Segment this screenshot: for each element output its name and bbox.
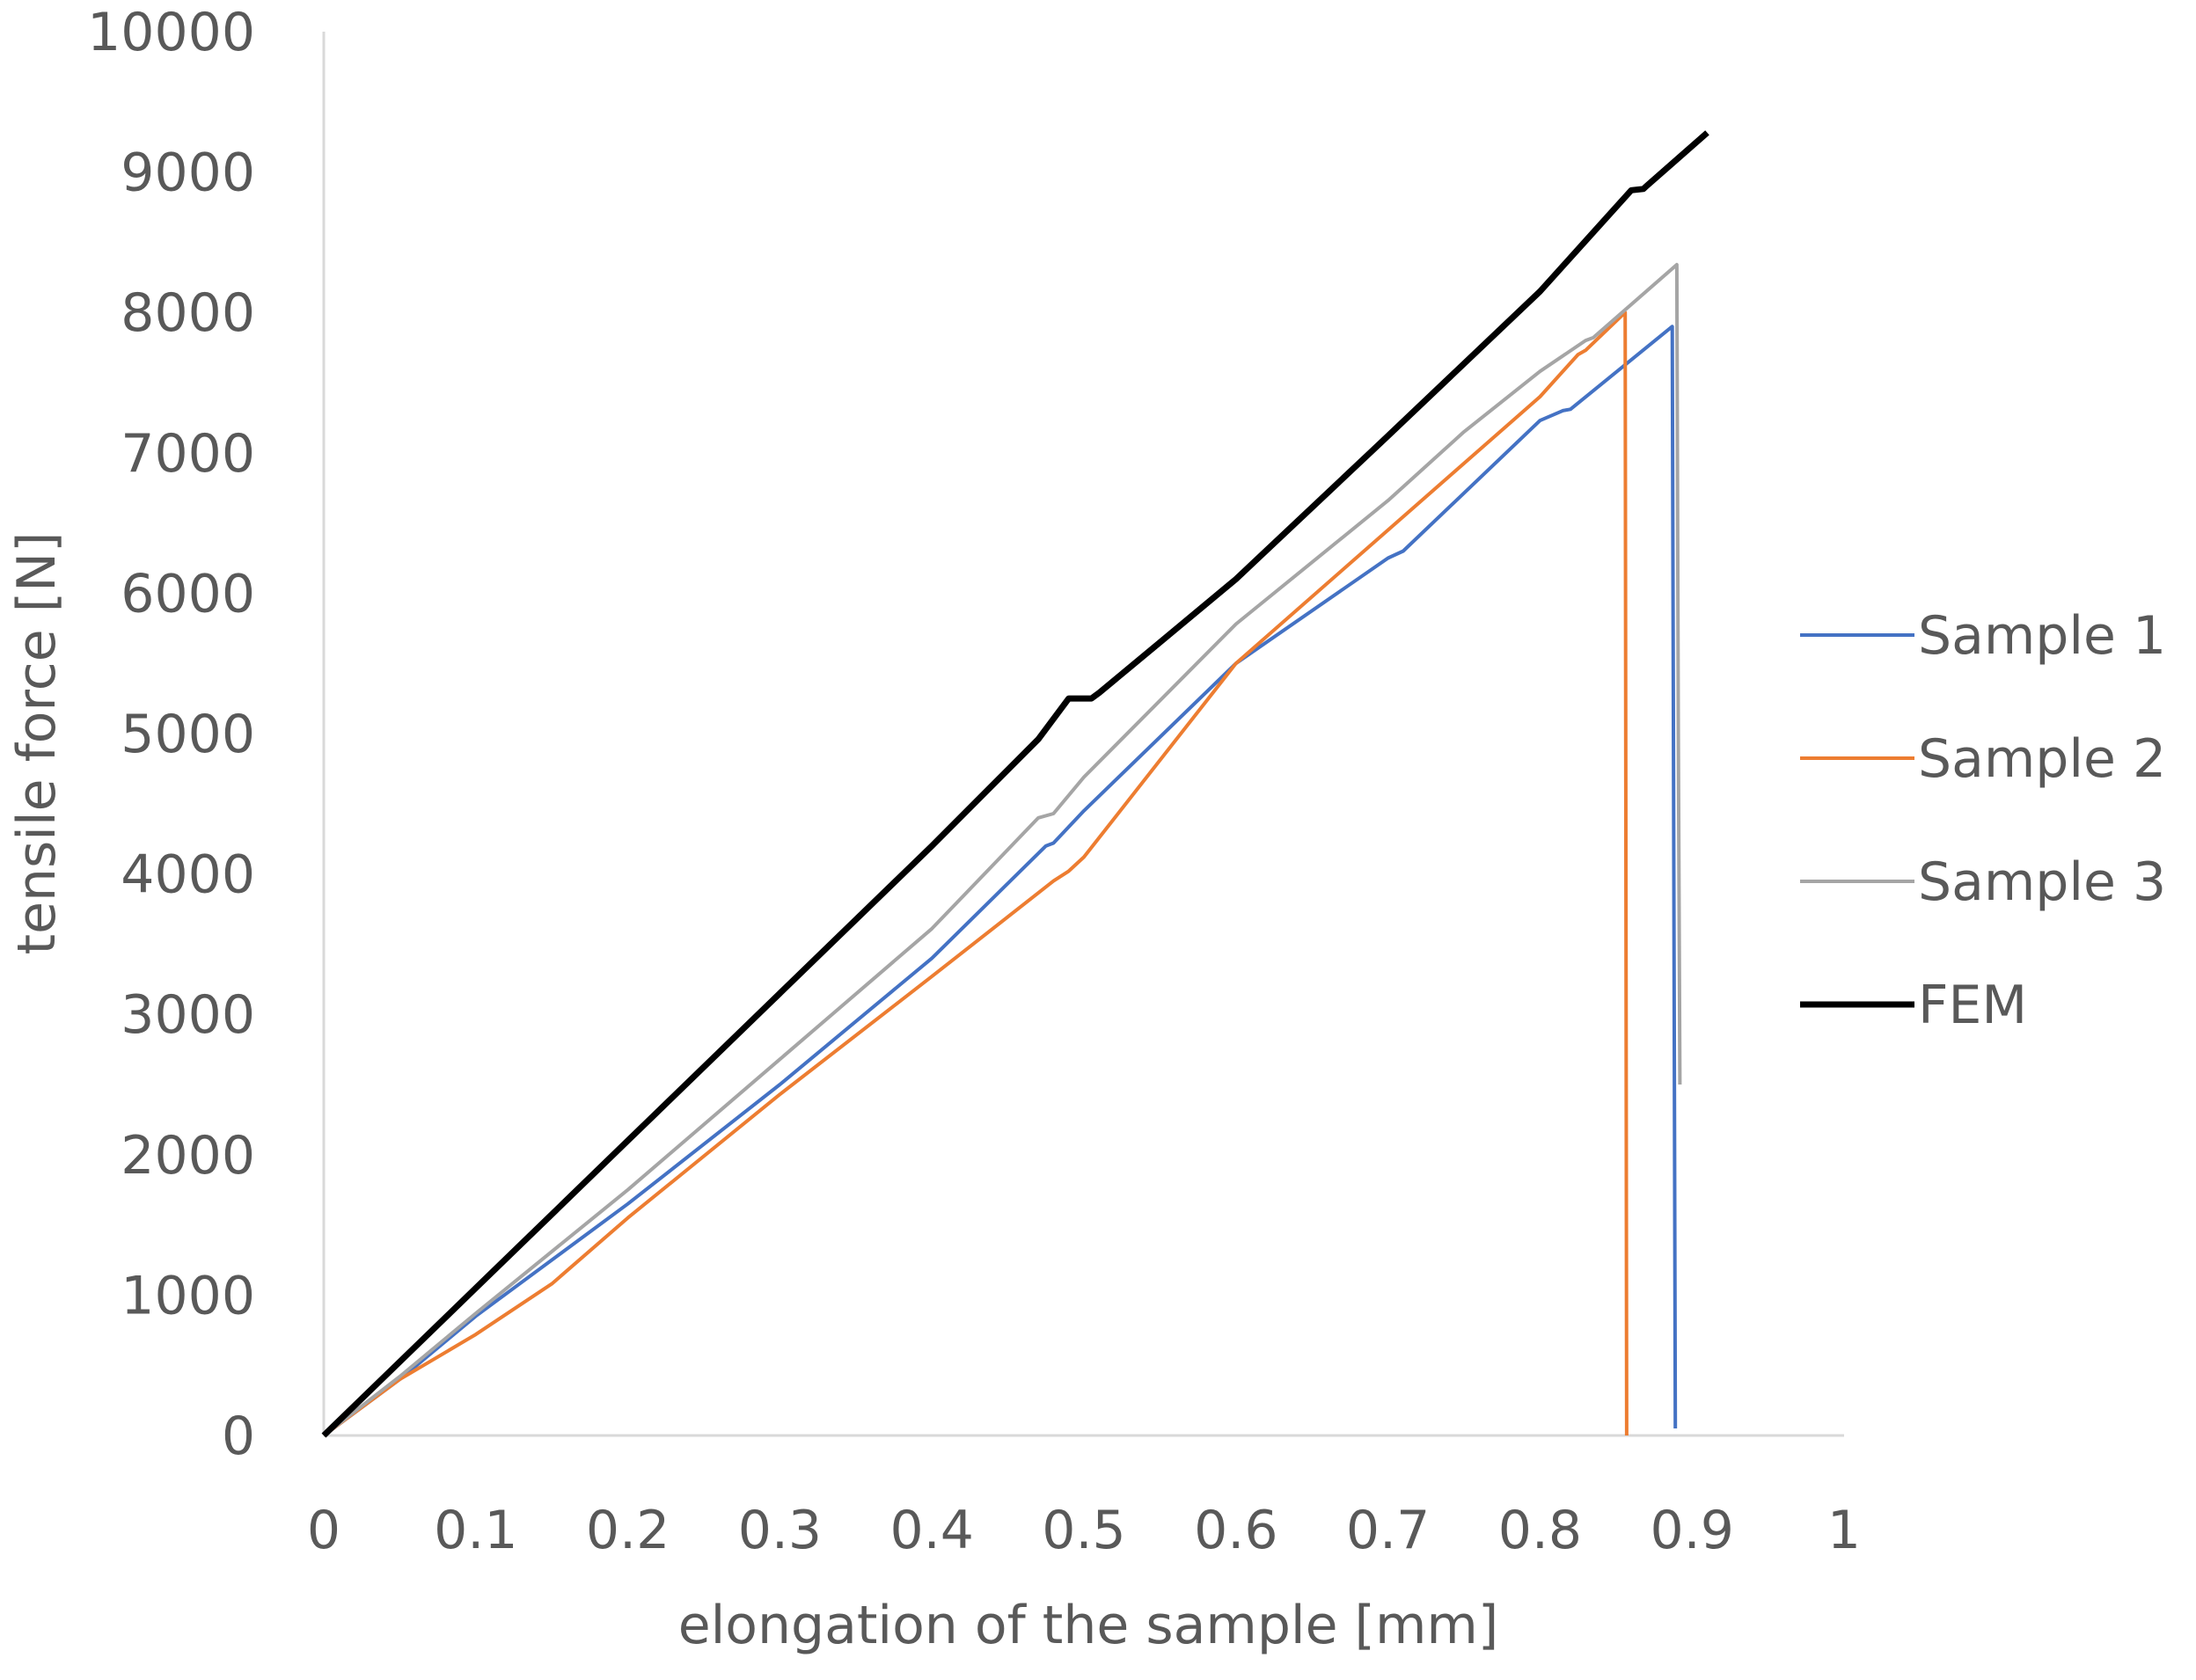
legend-item: Sample 3 — [1800, 851, 2166, 913]
series-line-sample-1 — [322, 325, 1678, 1437]
x-tick-labels: 0 0.1 0.2 0.3 0.4 0.5 0.6 0.7 0.8 0.9 1 — [307, 1500, 1861, 1561]
x-tick-label: 0.4 — [889, 1500, 973, 1561]
series-line-sample-2 — [322, 310, 1629, 1437]
y-axis-title: tensile force [N] — [6, 532, 68, 955]
legend-label: Sample 1 — [1918, 605, 2166, 667]
y-tick-label: 2000 — [121, 1125, 255, 1187]
series-lines — [321, 130, 1709, 1438]
legend-item: Sample 2 — [1800, 728, 2166, 790]
y-tick-label: 8000 — [121, 282, 255, 344]
series-line-fem — [321, 130, 1709, 1438]
y-tick-label: 7000 — [121, 423, 255, 485]
y-tick-label: 5000 — [121, 704, 255, 765]
y-tick-labels: 0 1000 2000 3000 4000 5000 6000 7000 8000 9000 100… — [87, 2, 255, 1467]
legend-label: Sample 3 — [1918, 851, 2166, 913]
y-tick-label: 1000 — [121, 1265, 255, 1326]
x-axis-title: elongation of the sample [mm] — [678, 1595, 1499, 1656]
series-line-sample-3 — [322, 262, 1682, 1437]
legend-item: FEM — [1800, 975, 2027, 1036]
y-tick-label: 3000 — [121, 984, 255, 1046]
y-tick-label: 4000 — [121, 844, 255, 906]
legend-item: Sample 1 — [1800, 605, 2166, 667]
x-tick-label: 0.8 — [1498, 1500, 1582, 1561]
x-tick-label: 0.3 — [738, 1500, 822, 1561]
y-tick-label: 10000 — [87, 2, 255, 63]
x-tick-label: 1 — [1827, 1500, 1861, 1561]
x-tick-label: 0.2 — [586, 1500, 670, 1561]
y-tick-label: 9000 — [121, 142, 255, 204]
x-tick-label: 0.9 — [1650, 1500, 1733, 1561]
legend-label: Sample 2 — [1918, 728, 2166, 790]
y-tick-label: 0 — [222, 1406, 255, 1467]
x-tick-label: 0.7 — [1346, 1500, 1430, 1561]
y-tick-label: 6000 — [121, 563, 255, 625]
x-tick-label: 0.5 — [1042, 1500, 1125, 1561]
x-tick-label: 0.1 — [434, 1500, 517, 1561]
legend-label: FEM — [1918, 975, 2027, 1036]
x-tick-label: 0.6 — [1194, 1500, 1277, 1561]
legend: Sample 1 Sample 2 Sample 3 FEM — [1800, 605, 2166, 1036]
axes — [322, 32, 1844, 1437]
x-tick-label: 0 — [307, 1500, 340, 1561]
